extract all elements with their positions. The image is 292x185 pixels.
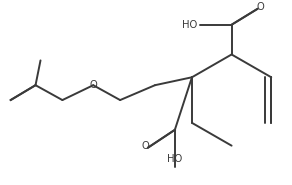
Text: HO: HO [167,154,182,164]
Text: O: O [256,2,264,12]
Text: HO: HO [182,20,197,30]
Text: O: O [89,80,97,90]
Text: O: O [141,141,149,151]
